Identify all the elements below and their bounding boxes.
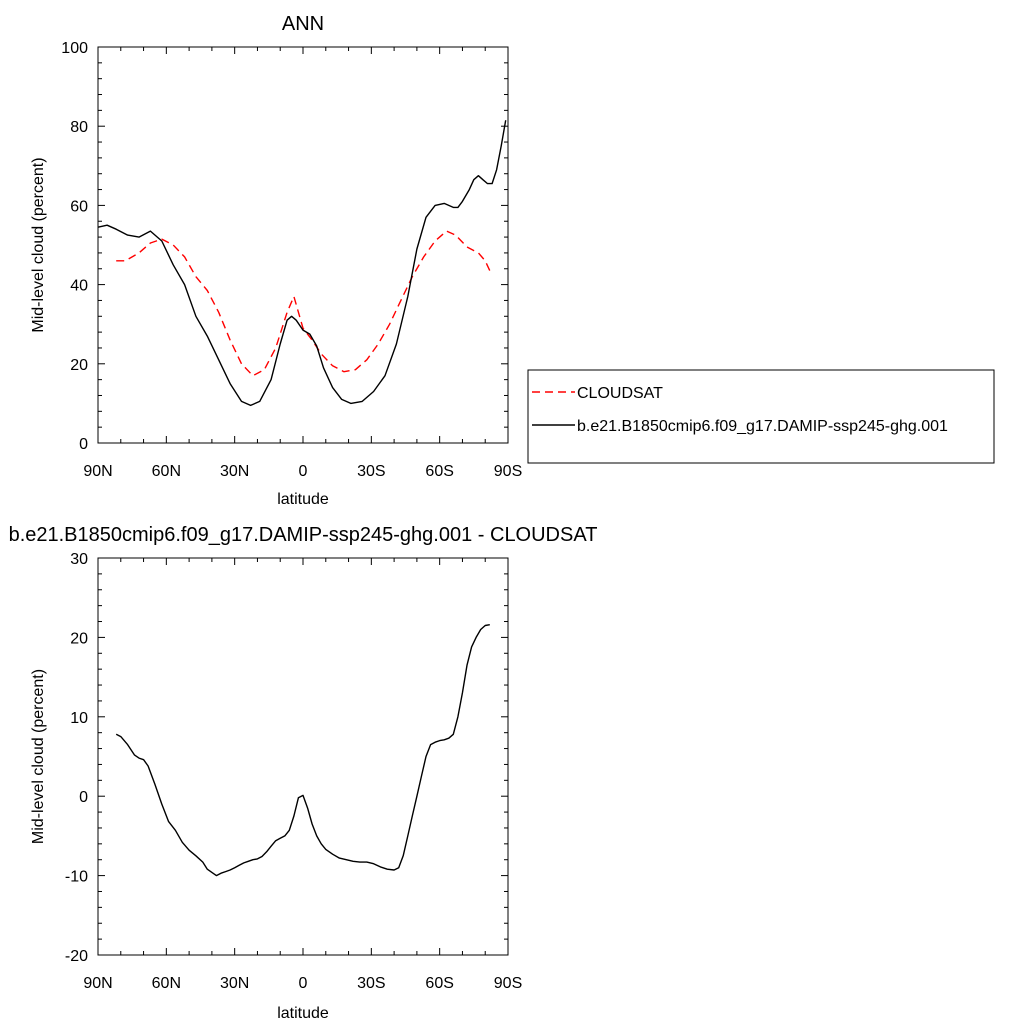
legend-entry-cloudsat: CLOUDSAT bbox=[577, 385, 663, 402]
series-lines bbox=[115, 624, 490, 877]
x-tick-label: 0 bbox=[299, 463, 308, 480]
y-tick-label: 30 bbox=[70, 551, 88, 568]
y-tick-label: -10 bbox=[65, 869, 88, 886]
y-tick-label: 10 bbox=[70, 710, 88, 727]
y-tick-label: 40 bbox=[70, 278, 88, 295]
y-tick-label: 0 bbox=[79, 436, 88, 453]
series-line-1 bbox=[97, 120, 507, 407]
chart-title: ANN bbox=[282, 13, 324, 35]
x-tick-label: 30N bbox=[220, 975, 249, 992]
y-tick-label: 20 bbox=[70, 630, 88, 647]
axis-ticks: 90N 60N 30N 0 30S 60S 90S 0 20 40 60 80 100 bbox=[61, 40, 522, 480]
x-tick-label: 90S bbox=[494, 463, 522, 480]
plot-frame bbox=[97, 46, 509, 444]
y-axis-label: Mid-level cloud (percent) bbox=[30, 157, 47, 332]
chart-bottom: b.e21.B1850cmip6.f09_g17.DAMIP-ssp245-gh… bbox=[9, 524, 598, 1022]
plot-frame bbox=[97, 557, 509, 956]
x-axis-label: latitude bbox=[277, 491, 329, 508]
y-tick-label: 0 bbox=[79, 789, 88, 806]
x-axis-label: latitude bbox=[277, 1005, 329, 1022]
axis-ticks: 90N 60N 30N 0 30S 60S 90S -20 -10 0 10 20 30 bbox=[65, 551, 522, 992]
legend-entry-model: b.e21.B1850cmip6.f09_g17.DAMIP-ssp245-gh… bbox=[577, 418, 948, 435]
y-tick-label: 20 bbox=[70, 357, 88, 374]
legend: CLOUDSAT b.e21.B1850cmip6.f09_g17.DAMIP-… bbox=[527, 369, 995, 464]
series-lines bbox=[97, 120, 507, 407]
chart-title: b.e21.B1850cmip6.f09_g17.DAMIP-ssp245-gh… bbox=[9, 524, 598, 546]
x-tick-label: 60N bbox=[152, 463, 181, 480]
y-tick-label: 100 bbox=[61, 40, 88, 57]
y-tick-label: -20 bbox=[65, 948, 88, 965]
series-line-0 bbox=[115, 624, 490, 877]
x-tick-label: 30S bbox=[357, 975, 385, 992]
x-tick-label: 30S bbox=[357, 463, 385, 480]
x-tick-label: 30N bbox=[220, 463, 249, 480]
chart-top: ANN Mid-level cloud (percent) latitude 9… bbox=[30, 13, 522, 508]
x-tick-label: 90N bbox=[83, 975, 112, 992]
y-tick-label: 60 bbox=[70, 198, 88, 215]
y-axis-label: Mid-level cloud (percent) bbox=[30, 669, 47, 844]
series-line-0 bbox=[116, 230, 491, 377]
x-tick-label: 60S bbox=[425, 463, 453, 480]
legend-box bbox=[527, 369, 995, 464]
x-tick-label: 0 bbox=[299, 975, 308, 992]
y-tick-label: 80 bbox=[70, 119, 88, 136]
x-tick-label: 90N bbox=[83, 463, 112, 480]
x-tick-label: 60S bbox=[425, 975, 453, 992]
x-tick-label: 60N bbox=[152, 975, 181, 992]
x-tick-label: 90S bbox=[494, 975, 522, 992]
